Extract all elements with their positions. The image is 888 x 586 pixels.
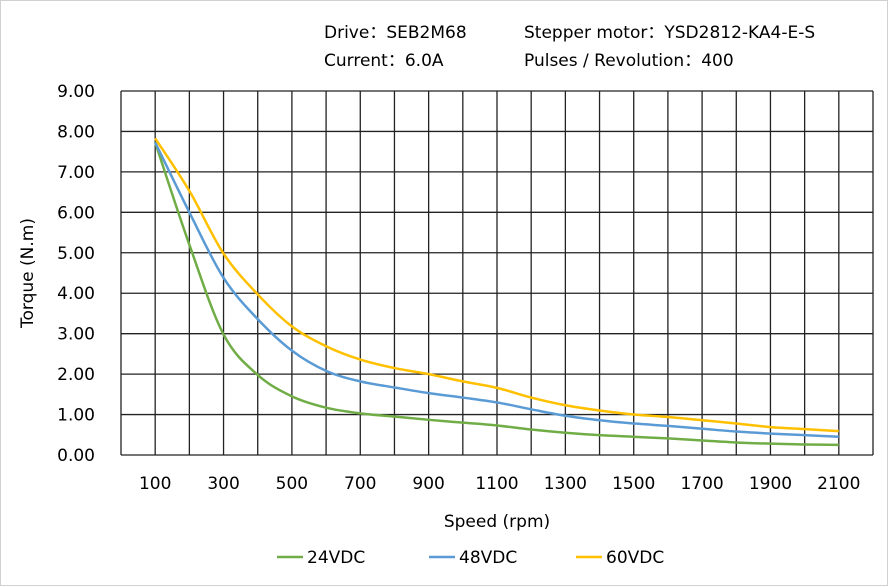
series-60vdc [154, 137, 839, 433]
y-tick-label: 5.00 [57, 244, 95, 264]
series-48vdc [154, 141, 839, 439]
x-tick-label: 1900 [749, 474, 792, 494]
x-tick-label: 1300 [544, 474, 587, 494]
legend-label: 24VDC [307, 548, 365, 568]
legend-label: 60VDC [606, 548, 664, 568]
legend-label: 48VDC [459, 548, 517, 568]
y-tick-label: 3.00 [57, 325, 95, 345]
motor-label: Stepper motor：YSD2812-KA4-E-S [524, 23, 816, 43]
y-axis-label: Torque (N.m) [18, 218, 38, 329]
x-tick-label: 500 [276, 474, 308, 494]
x-tick-label: 100 [139, 474, 171, 494]
pulses-label: Pulses / Revolution：400 [524, 51, 734, 71]
y-tick-label: 7.00 [57, 163, 95, 183]
y-tick-label: 0.00 [57, 446, 95, 466]
y-tick-label: 6.00 [57, 203, 95, 223]
x-tick-label: 1700 [680, 474, 723, 494]
y-tick-label: 2.00 [57, 365, 95, 385]
y-tick-label: 4.00 [57, 284, 95, 304]
y-tick-label: 9.00 [57, 82, 95, 102]
drive-label: Drive：SEB2M68 [324, 23, 467, 43]
y-tick-label: 1.00 [57, 406, 95, 426]
x-tick-label: 1100 [475, 474, 518, 494]
x-tick-label: 2100 [817, 474, 860, 494]
x-tick-label: 700 [344, 474, 376, 494]
current-label: Current：6.0A [324, 51, 444, 71]
series-24vdc [153, 141, 839, 447]
x-tick-label: 900 [412, 474, 444, 494]
y-tick-label: 8.00 [57, 122, 95, 142]
x-tick-label: 300 [207, 474, 239, 494]
x-tick-label: 1500 [612, 474, 655, 494]
x-axis-label: Speed (rpm) [444, 512, 550, 532]
